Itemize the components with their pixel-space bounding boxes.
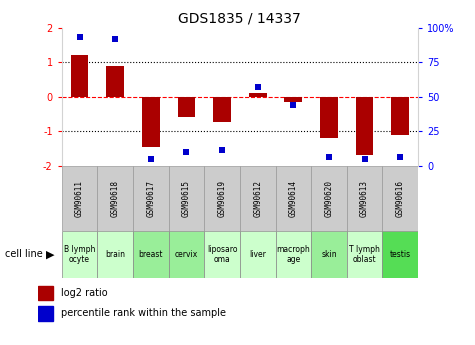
Text: GSM90618: GSM90618: [111, 180, 120, 217]
Point: [218, 148, 226, 153]
Text: T lymph
oblast: T lymph oblast: [349, 245, 380, 264]
Point: [182, 149, 190, 155]
Text: macroph
age: macroph age: [276, 245, 310, 264]
FancyBboxPatch shape: [347, 166, 382, 231]
Point: [111, 36, 119, 41]
FancyBboxPatch shape: [276, 231, 311, 278]
FancyBboxPatch shape: [62, 166, 97, 231]
Bar: [178, 97, 195, 117]
Bar: [38, 306, 53, 321]
Bar: [213, 97, 231, 122]
Text: GSM90612: GSM90612: [253, 180, 262, 217]
FancyBboxPatch shape: [133, 166, 169, 231]
Bar: [391, 97, 409, 135]
FancyBboxPatch shape: [97, 166, 133, 231]
Text: percentile rank within the sample: percentile rank within the sample: [61, 308, 226, 318]
Text: liver: liver: [249, 250, 266, 259]
Bar: [106, 66, 124, 97]
Point: [361, 156, 369, 161]
FancyBboxPatch shape: [382, 166, 418, 231]
Point: [289, 102, 297, 108]
Point: [396, 155, 404, 160]
Text: log2 ratio: log2 ratio: [61, 288, 107, 298]
Text: GSM90615: GSM90615: [182, 180, 191, 217]
FancyBboxPatch shape: [133, 231, 169, 278]
Text: cervix: cervix: [175, 250, 198, 259]
FancyBboxPatch shape: [276, 166, 311, 231]
Point: [76, 34, 84, 40]
Bar: [249, 93, 266, 97]
FancyBboxPatch shape: [311, 231, 347, 278]
Text: GSM90611: GSM90611: [75, 180, 84, 217]
Title: GDS1835 / 14337: GDS1835 / 14337: [179, 11, 301, 25]
FancyBboxPatch shape: [62, 231, 97, 278]
FancyBboxPatch shape: [169, 166, 204, 231]
Bar: [71, 55, 88, 97]
FancyBboxPatch shape: [240, 166, 276, 231]
Text: ▶: ▶: [46, 249, 54, 259]
Text: B lymph
ocyte: B lymph ocyte: [64, 245, 95, 264]
FancyBboxPatch shape: [240, 231, 276, 278]
Bar: [142, 97, 160, 147]
Text: GSM90619: GSM90619: [218, 180, 227, 217]
Point: [254, 84, 261, 90]
Text: GSM90617: GSM90617: [146, 180, 155, 217]
Bar: [38, 286, 53, 300]
FancyBboxPatch shape: [311, 166, 347, 231]
Bar: [356, 97, 373, 155]
Text: GSM90613: GSM90613: [360, 180, 369, 217]
Text: GSM90620: GSM90620: [324, 180, 333, 217]
FancyBboxPatch shape: [169, 231, 204, 278]
Bar: [320, 97, 338, 138]
Text: testis: testis: [390, 250, 411, 259]
FancyBboxPatch shape: [204, 166, 240, 231]
Text: breast: breast: [139, 250, 163, 259]
Point: [325, 155, 332, 160]
FancyBboxPatch shape: [382, 231, 418, 278]
FancyBboxPatch shape: [347, 231, 382, 278]
Bar: [285, 97, 302, 102]
Text: liposaro
oma: liposaro oma: [207, 245, 238, 264]
FancyBboxPatch shape: [204, 231, 240, 278]
Text: brain: brain: [105, 250, 125, 259]
Text: GSM90614: GSM90614: [289, 180, 298, 217]
Text: GSM90616: GSM90616: [396, 180, 405, 217]
Text: skin: skin: [321, 250, 337, 259]
Text: cell line: cell line: [5, 249, 42, 259]
Point: [147, 156, 155, 161]
FancyBboxPatch shape: [97, 231, 133, 278]
